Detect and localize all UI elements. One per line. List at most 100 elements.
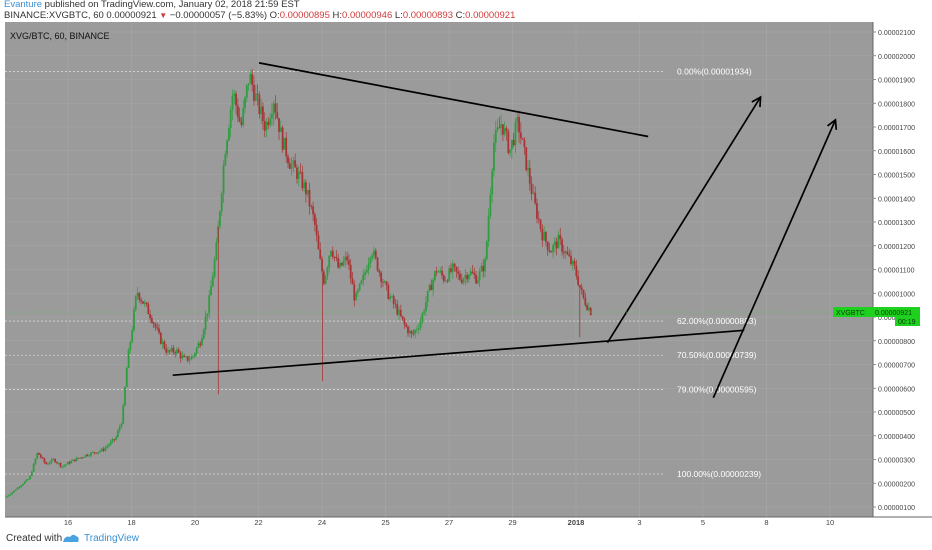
- candle-body: [441, 270, 443, 276]
- candle-body: [161, 341, 164, 344]
- candle-body: [537, 218, 540, 220]
- candle-body: [394, 303, 397, 305]
- y-tick-label: 0.00001000: [878, 291, 915, 298]
- candle-body: [168, 350, 171, 352]
- candle-body: [120, 423, 123, 427]
- candle-body: [131, 330, 134, 342]
- candle-body: [181, 355, 184, 359]
- candle-body: [152, 322, 155, 325]
- candle-body: [539, 219, 542, 229]
- candle-body: [93, 452, 96, 453]
- candle-body: [111, 439, 114, 442]
- candle-body: [493, 142, 495, 171]
- candle-body: [457, 271, 460, 274]
- countdown-tag: [895, 317, 920, 327]
- candle-body: [399, 309, 402, 317]
- close-label: C:: [455, 10, 466, 21]
- candle-body: [351, 278, 354, 285]
- time-axis[interactable]: [5, 517, 873, 528]
- candle-body: [68, 462, 71, 464]
- x-tick-label: 10: [826, 518, 834, 527]
- candle-body: [543, 232, 546, 241]
- candle-body: [142, 301, 144, 304]
- price-tag: [873, 307, 920, 318]
- x-tick-label: 5: [701, 518, 705, 527]
- candle-body: [176, 349, 178, 354]
- candle-body: [290, 163, 293, 169]
- candle-body: [183, 355, 186, 357]
- y-tick-label: 0.00000800: [878, 339, 915, 346]
- candle-body: [435, 271, 438, 273]
- candle-body: [306, 189, 309, 195]
- candle-body: [106, 446, 108, 448]
- candle-body: [527, 167, 529, 170]
- candle-body: [57, 463, 60, 464]
- fib-level-label: 62.00%(0.00000883): [677, 316, 757, 326]
- candle-body: [213, 259, 216, 277]
- candle-body: [147, 304, 150, 315]
- candle-body: [77, 457, 80, 459]
- candle-body: [287, 156, 289, 164]
- candle-body: [11, 492, 14, 495]
- price-chart[interactable]: 0.00%(0.00001934) 62.00%(0.00000883) 70.50…: [0, 0, 932, 528]
- candle-body: [313, 214, 316, 225]
- candle-body: [532, 192, 535, 194]
- candle-body: [408, 330, 411, 334]
- candle-body: [364, 272, 366, 276]
- candle-body: [555, 241, 558, 249]
- upper-trendline: [258, 62, 649, 138]
- candle-body: [410, 330, 413, 334]
- candle-body: [56, 462, 58, 464]
- candle-body: [568, 254, 571, 257]
- candle-body: [471, 271, 474, 274]
- lower-trendline: [172, 329, 745, 377]
- candle-body: [269, 118, 271, 125]
- candle-body: [362, 275, 365, 281]
- candle-body: [360, 280, 363, 284]
- candle-body: [165, 348, 168, 353]
- ohlc-line: BINANCE:XVGBTC, 60 0.00000921 ▼ −0.00000…: [4, 10, 515, 21]
- candle-body: [210, 286, 212, 296]
- candle-body: [315, 224, 318, 236]
- candle-body: [91, 452, 94, 453]
- candle-body: [331, 250, 334, 258]
- candle-body: [514, 122, 517, 146]
- candle-body: [383, 281, 386, 283]
- x-tick-label: 22: [254, 518, 262, 527]
- candle-body: [167, 350, 169, 353]
- candle-body: [36, 452, 39, 459]
- candle-body: [39, 454, 42, 458]
- candle-body: [32, 463, 35, 472]
- candles: [5, 68, 592, 498]
- candle-body: [122, 405, 125, 424]
- candle-body: [64, 464, 67, 466]
- candle-body: [45, 462, 48, 465]
- candle-body: [88, 455, 91, 457]
- candle-body: [478, 271, 481, 281]
- candle-body: [253, 85, 255, 101]
- candle-body: [219, 211, 221, 227]
- candle-body: [460, 279, 463, 283]
- candle-body: [129, 341, 132, 351]
- candle-body: [340, 262, 343, 266]
- candle-body: [322, 271, 325, 284]
- candle-body: [154, 324, 157, 328]
- arrow-1: [606, 96, 762, 344]
- x-tick-label: 18: [127, 518, 135, 527]
- candle-body: [339, 262, 341, 268]
- candle-body: [550, 251, 553, 253]
- candle-body: [437, 271, 440, 273]
- candle-body: [23, 481, 26, 484]
- tradingview-link[interactable]: TradingView: [84, 533, 140, 544]
- candle-body: [245, 85, 248, 98]
- price-axis[interactable]: [873, 22, 932, 517]
- candle-body: [70, 460, 73, 464]
- candle-body: [229, 109, 232, 129]
- candle-body: [317, 235, 320, 250]
- candle-body: [265, 121, 268, 131]
- candle-body: [353, 284, 356, 301]
- candle-body: [134, 296, 137, 310]
- candle-body: [349, 264, 352, 279]
- candle-body: [285, 137, 288, 157]
- author-link[interactable]: Evanture: [4, 0, 43, 10]
